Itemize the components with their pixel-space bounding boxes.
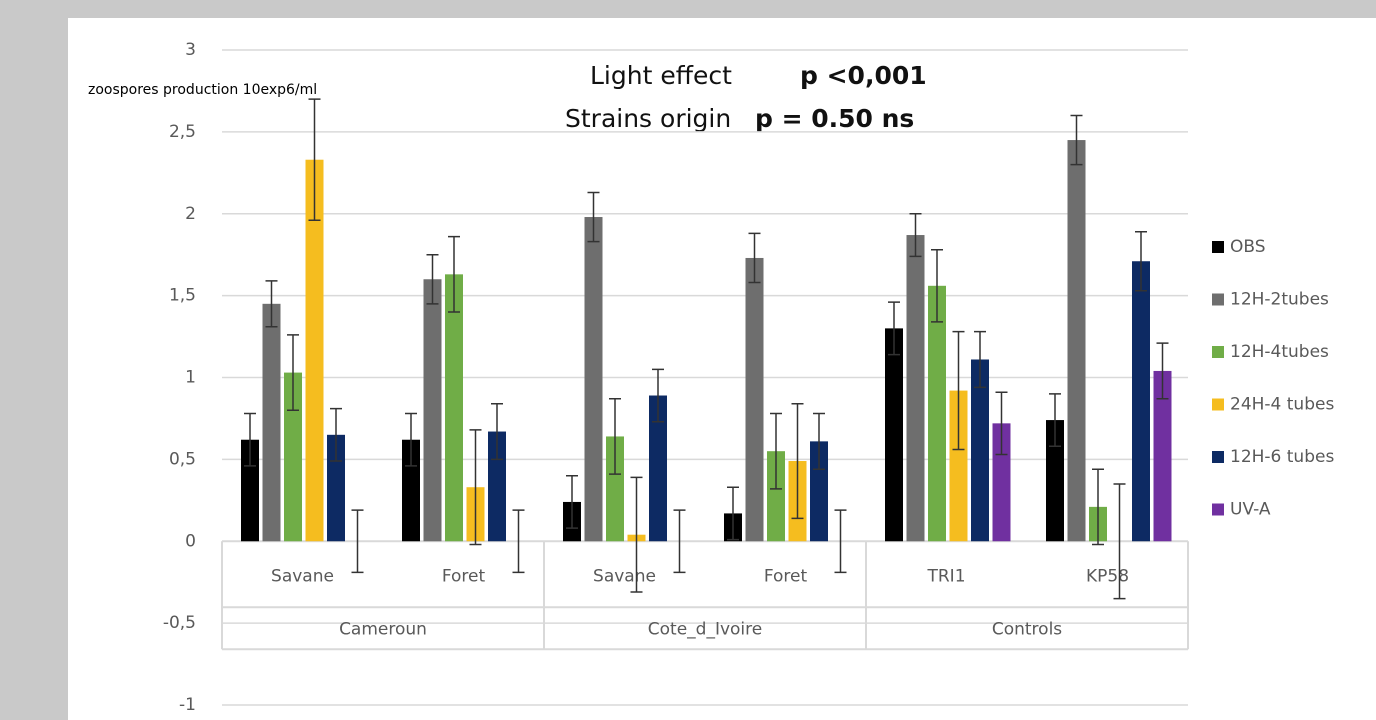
group-label: Cote_d_Ivoire <box>648 619 762 639</box>
error-bar <box>469 429 482 546</box>
annotation: p <0,001 <box>800 61 927 90</box>
bar <box>1153 370 1172 542</box>
error-bar <box>791 402 804 520</box>
error-bar <box>630 476 643 593</box>
bar <box>971 359 989 542</box>
legend-swatch <box>1212 451 1224 463</box>
error-bar <box>1113 483 1126 600</box>
y-tick-label: -1 <box>179 695 196 715</box>
bar <box>906 235 925 542</box>
error-bar <box>512 509 525 574</box>
error-bar <box>931 249 943 323</box>
chart-panel <box>68 18 1376 720</box>
bar <box>423 279 442 542</box>
x-tick-label: Foret <box>442 566 486 586</box>
error-bar <box>770 412 782 490</box>
error-bar <box>834 509 847 574</box>
error-bar <box>909 213 922 258</box>
y-tick-label: 1 <box>185 368 196 388</box>
bar <box>649 395 667 542</box>
bar <box>992 423 1011 542</box>
bar <box>767 451 785 542</box>
error-bar <box>813 412 825 470</box>
annotation: Strains origin <box>565 104 731 133</box>
y-tick-label: 1,5 <box>169 286 196 306</box>
legend-label: 12H-2tubes <box>1230 290 1329 310</box>
bar <box>402 439 420 542</box>
error-bar <box>566 475 578 529</box>
bar <box>949 390 968 542</box>
error-bar <box>748 232 761 284</box>
error-bar <box>888 301 900 356</box>
error-bar <box>265 280 278 328</box>
y-tick-label: 0 <box>185 531 196 551</box>
bar <box>262 303 281 542</box>
error-bar <box>426 253 439 305</box>
error-bar <box>974 330 986 389</box>
error-bar <box>652 368 664 423</box>
bar <box>1132 261 1150 542</box>
group-label: Cameroun <box>339 619 427 639</box>
error-bar <box>448 235 460 313</box>
error-bar <box>405 412 417 467</box>
annotation: p = 0.50 ns <box>755 104 914 133</box>
error-bar <box>1092 468 1104 546</box>
x-tick-label: Foret <box>764 566 808 586</box>
bar <box>1046 420 1064 542</box>
error-bar <box>351 509 364 574</box>
error-bar <box>587 191 600 243</box>
error-bar <box>1156 342 1169 400</box>
bar <box>445 274 463 542</box>
bar <box>284 372 302 542</box>
x-tick-label: Savane <box>271 566 334 586</box>
legend-swatch <box>1212 346 1224 358</box>
legend-label: 12H-4tubes <box>1230 342 1329 362</box>
error-bar <box>952 330 965 451</box>
bar <box>305 159 324 542</box>
y-tick-label: -0,5 <box>163 613 196 633</box>
bar <box>810 441 828 542</box>
bar <box>241 439 259 542</box>
x-tick-label: KP58 <box>1086 566 1129 586</box>
annotation: Light effect <box>590 61 732 90</box>
error-bar <box>330 407 342 462</box>
legend-swatch <box>1212 503 1224 516</box>
error-bar <box>1049 393 1061 448</box>
legend-swatch <box>1212 241 1224 253</box>
error-bar <box>995 391 1008 456</box>
legend-label: UV-A <box>1230 500 1271 520</box>
error-bar <box>609 398 621 475</box>
error-bar <box>1070 114 1083 166</box>
y-tick-label: 2 <box>185 204 196 224</box>
bar <box>745 257 764 542</box>
error-bar <box>244 412 256 467</box>
error-bar <box>1135 231 1147 292</box>
legend-label: 24H-4 tubes <box>1230 395 1334 415</box>
x-tick-label: TRI1 <box>926 566 965 586</box>
bar <box>1067 140 1086 542</box>
legend-label: OBS <box>1230 237 1266 257</box>
error-bar <box>308 98 321 222</box>
x-tick-label: Savane <box>593 566 656 586</box>
y-tick-label: 0,5 <box>169 449 196 469</box>
legend-swatch <box>1212 398 1224 411</box>
legend-label: 12H-6 tubes <box>1230 447 1334 467</box>
bar <box>928 285 946 542</box>
bar <box>584 217 603 542</box>
error-bar <box>727 486 739 541</box>
y-axis-label: zoospores production 10exp6/ml <box>88 82 317 98</box>
y-tick-label: 2,5 <box>169 122 196 142</box>
y-tick-label: 3 <box>185 40 196 60</box>
error-bar <box>491 402 503 461</box>
bar <box>885 328 903 542</box>
legend-swatch <box>1212 293 1224 306</box>
group-label: Controls <box>992 619 1062 639</box>
bar <box>606 436 624 542</box>
error-bar <box>673 509 686 574</box>
error-bar <box>287 334 299 411</box>
